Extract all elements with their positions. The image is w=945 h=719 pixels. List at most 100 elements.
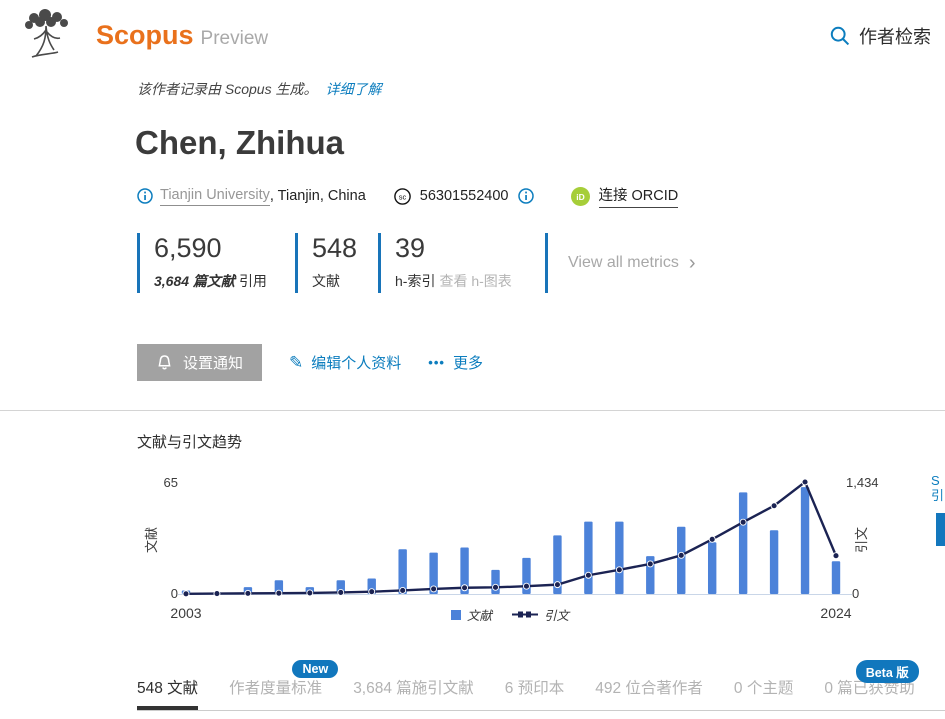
line-point-2005[interactable]	[244, 589, 252, 597]
legend-citations-label: 引文	[544, 609, 570, 623]
more-label: 更多	[452, 355, 483, 372]
bar-2010[interactable]	[398, 549, 407, 594]
line-point-2008[interactable]	[337, 588, 345, 596]
bar-2023[interactable]	[800, 487, 810, 594]
line-point-2018[interactable]	[646, 560, 654, 568]
brand-suffix: Preview	[200, 28, 269, 49]
view-all-metrics-label: View all metrics	[568, 254, 679, 271]
header: Scopus Preview 作者检索	[0, 0, 945, 70]
affiliation-link[interactable]: Tianjin University	[160, 187, 270, 206]
connect-orcid[interactable]: iD 连接 ORCID	[570, 184, 679, 208]
left-axis-label: 文献	[144, 527, 159, 553]
line-point-2012[interactable]	[461, 584, 469, 592]
right-axis-label: 引文	[854, 527, 869, 553]
tab-3[interactable]: 6 预印本	[504, 680, 565, 697]
svg-text:sc: sc	[399, 192, 407, 201]
axis-tick: 1,434	[846, 475, 879, 490]
author-search-button[interactable]: 作者检索	[830, 23, 931, 49]
learn-more-link[interactable]: 详细了解	[325, 81, 382, 97]
clipped-text-line: S	[931, 473, 940, 488]
actions-row: 设置通知 ✎ 编辑个人资料 ••• 更多	[137, 344, 483, 381]
connect-orcid-label: 连接 ORCID	[598, 184, 679, 208]
search-icon	[830, 26, 850, 46]
scopus-id-icon: sc	[393, 187, 411, 205]
line-point-2023[interactable]	[801, 478, 809, 486]
chart-legend: 文献 引文	[140, 605, 880, 624]
line-point-2024[interactable]	[832, 552, 840, 560]
tab-2[interactable]: 3,684 篇施引文献	[353, 680, 474, 697]
bar-2024[interactable]	[831, 561, 841, 594]
tab-5[interactable]: 0 个主题	[733, 680, 794, 697]
legend-documents[interactable]: 文献	[450, 605, 492, 624]
line-point-2015[interactable]	[553, 581, 561, 589]
x-tick-first: 2003	[170, 605, 201, 621]
affiliation-row: Tianjin University , Tianjin, China sc 5…	[137, 184, 679, 208]
notice-text: 该作者记录由 Scopus 生成。	[137, 81, 318, 97]
metric-label: 3,684 篇文献 引用	[154, 271, 295, 291]
bar-2019[interactable]	[677, 526, 686, 594]
view-all-metrics-link[interactable]: View all metrics ›	[545, 233, 696, 293]
axis-tick: 0	[171, 586, 178, 601]
brand-name: Scopus	[96, 20, 194, 50]
tab-4[interactable]: 492 位合著作者	[595, 680, 703, 697]
tab-badge: Beta 版	[855, 660, 919, 683]
chevron-right-icon: ›	[688, 252, 696, 274]
metric-h-index: 39 h-索引 查看 h-图表	[378, 233, 545, 293]
metric-documents: 548 文献	[295, 233, 378, 293]
ellipsis-icon: •••	[428, 355, 445, 370]
line-point-2014[interactable]	[523, 582, 530, 590]
bar-2011[interactable]	[429, 552, 438, 594]
line-point-2022[interactable]	[770, 502, 778, 510]
edit-profile-link[interactable]: ✎ 编辑个人资料	[289, 352, 401, 373]
bar-2021[interactable]	[738, 492, 748, 594]
tab-1[interactable]: 作者度量标准 New	[229, 660, 339, 710]
bar-2012[interactable]	[460, 547, 469, 594]
line-point-2020[interactable]	[708, 535, 716, 543]
metric-sublabel: 文献	[312, 272, 340, 289]
scopus-id: 56301552400	[419, 188, 509, 204]
line-point-2006[interactable]	[275, 589, 283, 597]
line-point-2011[interactable]	[430, 585, 438, 593]
bar-2020[interactable]	[707, 542, 717, 594]
line-point-2007[interactable]	[306, 589, 314, 597]
line-point-2021[interactable]	[739, 518, 747, 526]
set-alert-button[interactable]: 设置通知	[137, 344, 263, 381]
axis-tick: 65	[164, 475, 178, 490]
clipped-side-tab[interactable]	[936, 513, 945, 546]
metric-sublabel: 引用	[238, 272, 267, 289]
brand[interactable]: Scopus Preview	[96, 20, 268, 51]
bar-2016[interactable]	[584, 521, 593, 594]
documents-citations-chart[interactable]: 65 0 1,434 0 文献 引文 2003 2024	[140, 468, 880, 628]
tab-6[interactable]: 0 篇已获赞助 Beta 版	[824, 660, 919, 710]
line-point-2003[interactable]	[182, 590, 190, 598]
metric-sublink[interactable]: 查看 h-图表	[439, 272, 512, 289]
legend-citations[interactable]: 引文	[512, 605, 569, 624]
x-tick-last: 2024	[820, 605, 851, 621]
info-icon[interactable]	[137, 188, 153, 204]
elsevier-tree-logo	[25, 9, 68, 58]
more-link[interactable]: ••• 更多	[428, 352, 483, 373]
metric-sublabel: h-索引	[395, 272, 436, 289]
line-point-2017[interactable]	[615, 566, 623, 574]
axis-tick: 0	[852, 586, 859, 601]
generated-record-notice: 该作者记录由 Scopus 生成。 详细了解	[137, 79, 381, 99]
line-point-2009[interactable]	[368, 588, 376, 596]
svg-text:iD: iD	[576, 192, 585, 202]
line-point-2010[interactable]	[399, 587, 407, 594]
line-point-2004[interactable]	[213, 590, 221, 598]
line-point-2016[interactable]	[584, 571, 592, 579]
bar-2015[interactable]	[553, 535, 562, 594]
bar-2022[interactable]	[769, 530, 779, 594]
line-point-2019[interactable]	[677, 551, 685, 559]
tab-0[interactable]: 548 文献	[137, 676, 199, 710]
pencil-icon: ✎	[289, 352, 304, 372]
info-icon[interactable]	[517, 188, 534, 204]
bell-icon	[158, 354, 171, 369]
bar-2017[interactable]	[615, 521, 624, 594]
clipped-text-line: 引	[931, 488, 945, 503]
metric-sublabel: 3,684 篇文献	[154, 272, 235, 289]
metric-value: 6,590	[154, 233, 222, 263]
line-point-2013[interactable]	[492, 583, 499, 591]
